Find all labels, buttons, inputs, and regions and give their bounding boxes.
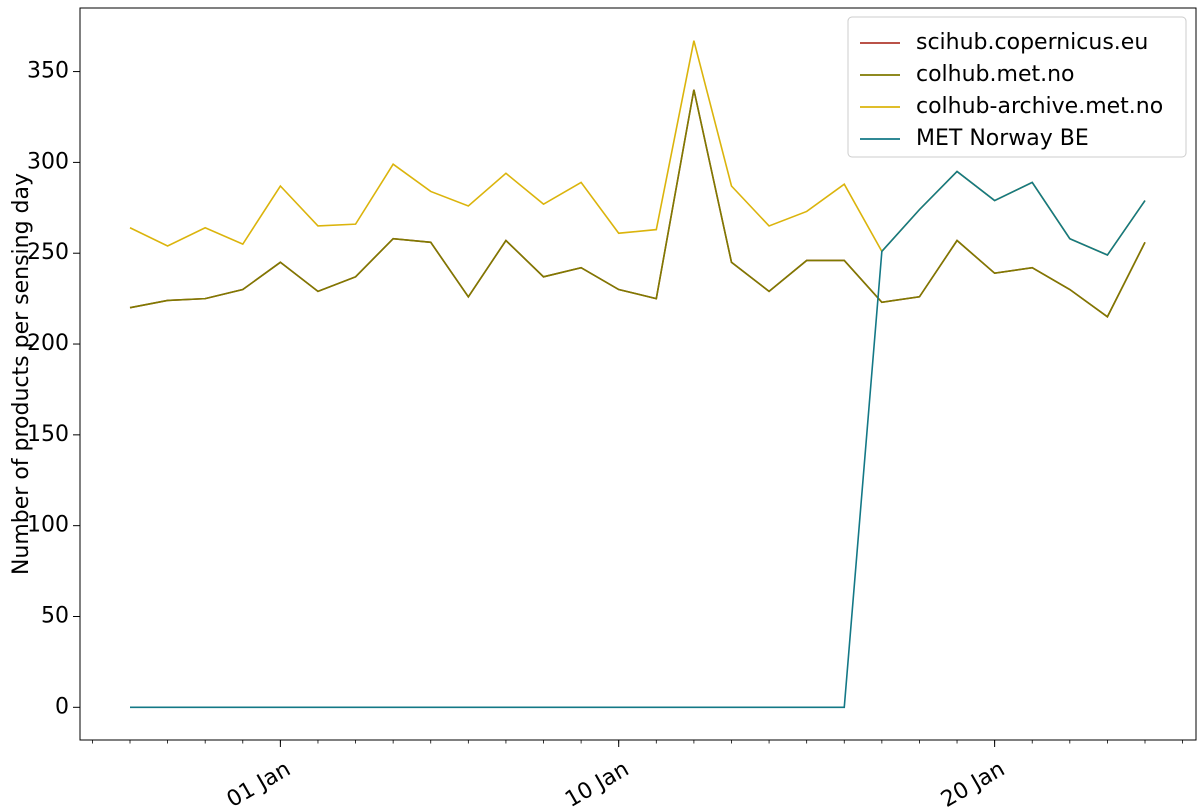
- x-tick-label: 01 Jan: [223, 757, 295, 807]
- legend-label: MET Norway BE: [916, 126, 1089, 151]
- y-axis-label: Number of products per sensing day: [9, 173, 34, 575]
- y-tick-label: 0: [55, 694, 69, 719]
- y-tick-label: 250: [27, 240, 69, 265]
- series-line: [130, 170, 1146, 709]
- legend-label: colhub.met.no: [916, 62, 1075, 87]
- legend-box: [847, 16, 1187, 158]
- x-tick-label: 20 Jan: [937, 757, 1009, 807]
- y-tick-label: 200: [27, 331, 69, 356]
- y-tick-label: 50: [41, 603, 69, 628]
- x-tick-label: 10 Jan: [561, 757, 633, 807]
- series-line: [129, 89, 1146, 318]
- legend-label: colhub-archive.met.no: [916, 94, 1163, 119]
- y-tick-label: 300: [27, 149, 69, 174]
- legend-label: scihub.copernicus.eu: [916, 30, 1148, 55]
- y-tick-label: 150: [27, 422, 69, 447]
- y-tick-label: 100: [27, 513, 69, 538]
- plot-frame: [79, 7, 1197, 741]
- y-tick-label: 350: [27, 59, 69, 84]
